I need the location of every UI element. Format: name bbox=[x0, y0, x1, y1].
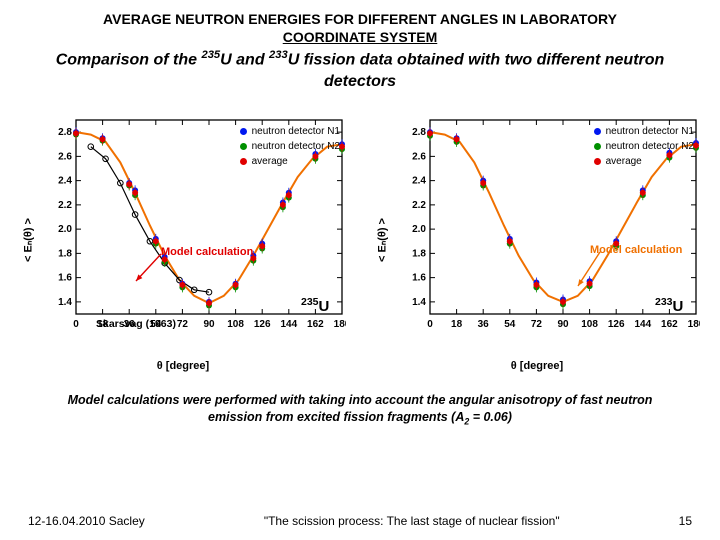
svg-text:0: 0 bbox=[73, 319, 79, 330]
legend-item: neutron detector N1 bbox=[240, 124, 340, 139]
y-axis-label: < Eₙ(θ) > bbox=[375, 218, 388, 262]
svg-text:2.8: 2.8 bbox=[412, 127, 426, 138]
legend-dot-icon bbox=[240, 143, 247, 150]
model-calc-label-right: Model calculation bbox=[590, 244, 682, 256]
x-axis-label: θ [degree] bbox=[511, 360, 563, 372]
svg-text:162: 162 bbox=[661, 319, 678, 330]
svg-text:180: 180 bbox=[688, 319, 700, 330]
isotope-sup: 235 bbox=[301, 296, 319, 308]
svg-text:144: 144 bbox=[280, 319, 297, 330]
skarsvag-label: Skarsvag (1963) bbox=[96, 318, 176, 330]
svg-text:1.8: 1.8 bbox=[58, 249, 72, 260]
footer: 12-16.04.2010 Sacley "The scission proce… bbox=[0, 514, 720, 528]
footer-date: 12-16.04.2010 Sacley bbox=[28, 514, 145, 528]
legend-dot-icon bbox=[240, 158, 247, 165]
legend-text: neutron detector N1 bbox=[606, 124, 694, 139]
svg-text:162: 162 bbox=[307, 319, 324, 330]
page-number: 15 bbox=[679, 514, 692, 528]
chart-row: < Eₙ(θ) > 0 18 36 54 72 90 108 126 144 162 180 1.4 1… bbox=[0, 110, 720, 370]
svg-text:1.4: 1.4 bbox=[412, 297, 426, 308]
legend-text: neutron detector N2 bbox=[252, 139, 340, 154]
isotope-text: U bbox=[319, 298, 330, 315]
svg-text:180: 180 bbox=[334, 319, 346, 330]
svg-text:1.4: 1.4 bbox=[58, 297, 72, 308]
legend-text: average bbox=[252, 154, 288, 169]
svg-text:108: 108 bbox=[581, 319, 598, 330]
svg-text:2.2: 2.2 bbox=[412, 200, 426, 211]
legend-text: average bbox=[606, 154, 642, 169]
svg-text:72: 72 bbox=[531, 319, 543, 330]
svg-text:54: 54 bbox=[504, 319, 516, 330]
svg-text:126: 126 bbox=[608, 319, 625, 330]
svg-text:90: 90 bbox=[203, 319, 215, 330]
svg-text:2.4: 2.4 bbox=[412, 176, 426, 187]
svg-text:126: 126 bbox=[254, 319, 271, 330]
caption: Model calculations were performed with t… bbox=[0, 392, 720, 428]
subtitle-part: Comparison of the bbox=[56, 52, 202, 69]
chart-left: < Eₙ(θ) > 018365472901081261441621801.41… bbox=[8, 110, 358, 370]
svg-text:2.6: 2.6 bbox=[412, 152, 426, 163]
footer-title: "The scission process: The last stage of… bbox=[264, 514, 560, 528]
svg-text:90: 90 bbox=[557, 319, 569, 330]
caption-text: Model calculations were performed with t… bbox=[68, 393, 653, 424]
svg-text:1.6: 1.6 bbox=[412, 273, 426, 284]
caption-text: = 0.06) bbox=[469, 410, 512, 424]
legend-item: neutron detector N2 bbox=[240, 139, 340, 154]
main-title: AVERAGE NEUTRON ENERGIES FOR DIFFERENT A… bbox=[0, 0, 720, 46]
legend-left: neutron detector N1 neutron detector N2 … bbox=[240, 124, 340, 169]
svg-text:108: 108 bbox=[227, 319, 244, 330]
y-axis-label: < Eₙ(θ) > bbox=[21, 218, 34, 262]
plot-area-left: 018365472901081261441621801.41.61.82.02.… bbox=[46, 116, 346, 338]
svg-text:144: 144 bbox=[634, 319, 651, 330]
legend-dot-icon bbox=[594, 143, 601, 150]
legend-dot-icon bbox=[594, 128, 601, 135]
title-line1: AVERAGE NEUTRON ENERGIES FOR DIFFERENT A… bbox=[103, 11, 617, 27]
svg-text:72: 72 bbox=[177, 319, 189, 330]
subtitle-sup: 235 bbox=[201, 49, 220, 61]
isotope-label-right: 233U bbox=[655, 296, 683, 315]
legend-item: neutron detector N1 bbox=[594, 124, 694, 139]
subtitle-sup: 233 bbox=[269, 49, 288, 61]
isotope-label-left: 235U bbox=[301, 296, 329, 315]
svg-text:2.6: 2.6 bbox=[58, 152, 72, 163]
legend-dot-icon bbox=[594, 158, 601, 165]
legend-item: neutron detector N2 bbox=[594, 139, 694, 154]
svg-text:18: 18 bbox=[451, 319, 463, 330]
legend-item: average bbox=[240, 154, 340, 169]
title-line2: COORDINATE SYSTEM bbox=[283, 29, 438, 45]
svg-text:0: 0 bbox=[427, 319, 433, 330]
svg-text:36: 36 bbox=[478, 319, 490, 330]
svg-text:2.0: 2.0 bbox=[58, 224, 72, 235]
subtitle: Comparison of the 235U and 233U fission … bbox=[0, 46, 720, 92]
legend-text: neutron detector N1 bbox=[252, 124, 340, 139]
x-axis-label: θ [degree] bbox=[157, 360, 209, 372]
svg-text:1.8: 1.8 bbox=[412, 249, 426, 260]
svg-text:2.4: 2.4 bbox=[58, 176, 72, 187]
isotope-sup: 233 bbox=[655, 296, 673, 308]
model-calc-label-left: Model calculation bbox=[161, 246, 253, 258]
svg-text:2.0: 2.0 bbox=[412, 224, 426, 235]
svg-text:1.6: 1.6 bbox=[58, 273, 72, 284]
plot-area-right: 0 18 36 54 72 90 108 126 144 162 180 1.4 1.6 1.8 2.0 2.… bbox=[400, 116, 700, 338]
legend-right: neutron detector N1 neutron detector N2 … bbox=[594, 124, 694, 169]
legend-text: neutron detector N2 bbox=[606, 139, 694, 154]
legend-dot-icon bbox=[240, 128, 247, 135]
legend-item: average bbox=[594, 154, 694, 169]
svg-text:2.8: 2.8 bbox=[58, 127, 72, 138]
subtitle-part: U and bbox=[220, 52, 269, 69]
chart-right: < Eₙ(θ) > 0 18 36 54 72 90 108 126 144 162 180 1.4 1… bbox=[362, 110, 712, 370]
subtitle-part: U fission data obtained with two differe… bbox=[288, 52, 665, 90]
isotope-text: U bbox=[673, 298, 684, 315]
svg-text:2.2: 2.2 bbox=[58, 200, 72, 211]
